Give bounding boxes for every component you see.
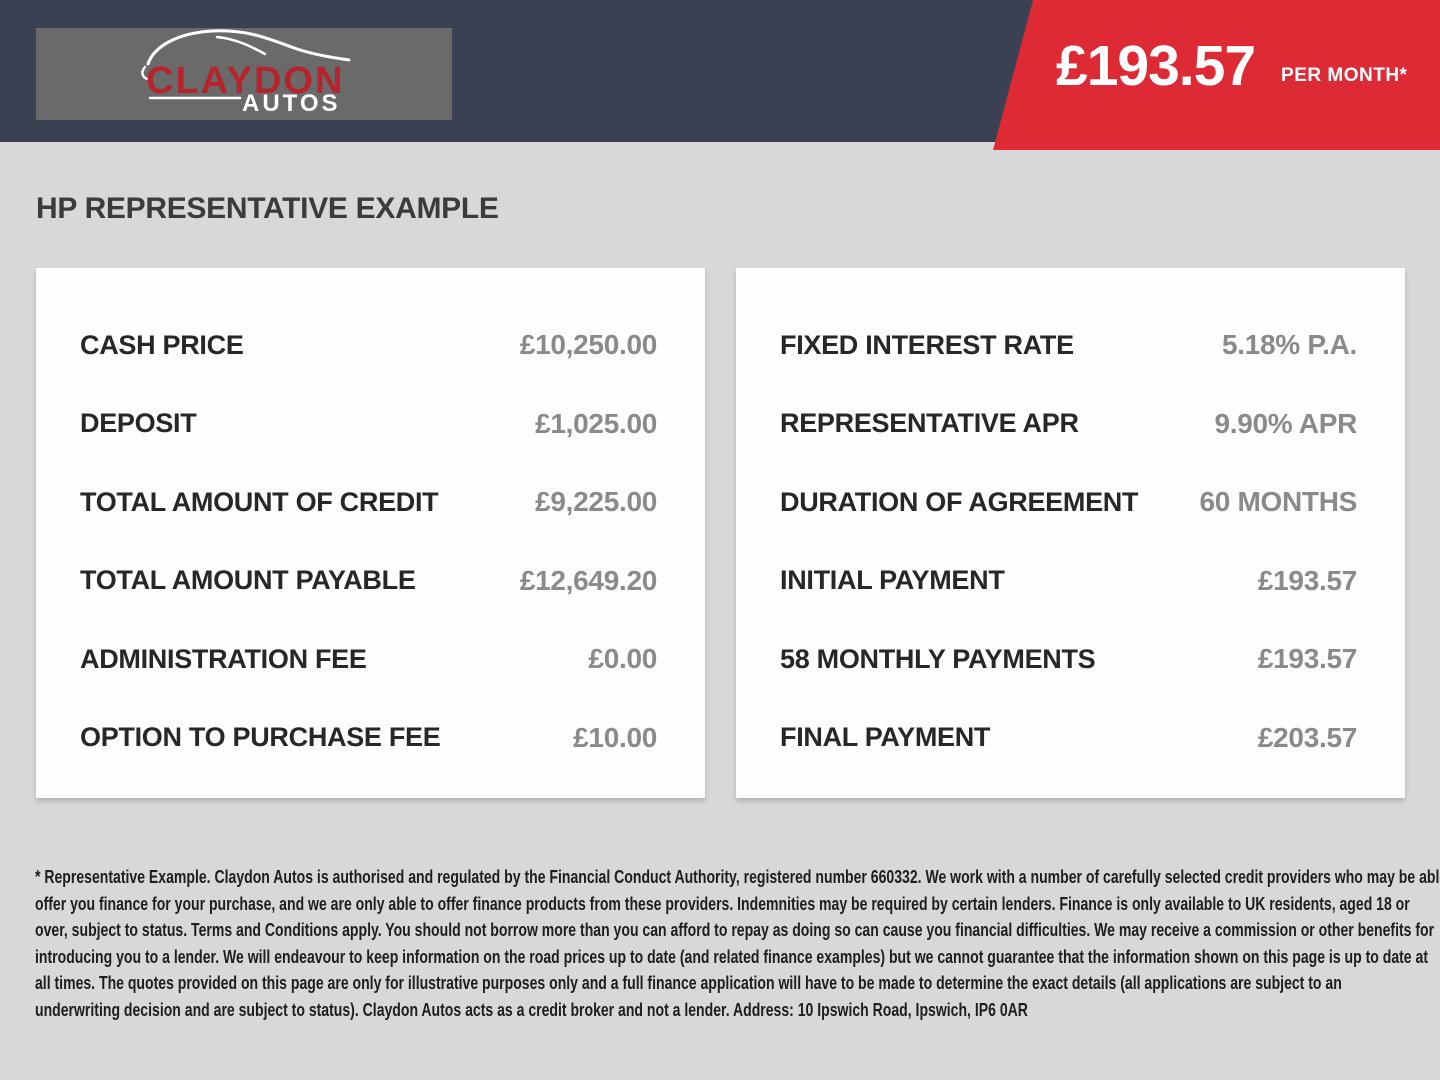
row-label: TOTAL AMOUNT OF CREDIT (80, 486, 439, 517)
row-label: REPRESENTATIVE APR (780, 408, 1079, 439)
page-title: HP REPRESENTATIVE EXAMPLE (36, 192, 499, 225)
row-label: DEPOSIT (80, 408, 197, 439)
table-row: CASH PRICE £10,250.00 (80, 306, 657, 385)
table-row: OPTION TO PURCHASE FEE £10.00 (80, 699, 657, 778)
row-label: ADMINISTRATION FEE (80, 643, 367, 674)
disclaimer-line: * Representative Example. Claydon Autos … (35, 867, 1440, 887)
disclaimer-text: * Representative Example. Claydon Autos … (35, 864, 1440, 1024)
row-value: £12,649.20 (519, 564, 657, 596)
monthly-price-suffix: PER MONTH* (1281, 65, 1408, 86)
row-value: 5.18% P.A. (1221, 329, 1357, 361)
row-value: £1,025.00 (535, 407, 657, 439)
row-label: TOTAL AMOUNT PAYABLE (80, 565, 416, 596)
table-row: ADMINISTRATION FEE £0.00 (80, 620, 657, 699)
table-row: REPRESENTATIVE APR 9.90% APR (780, 385, 1357, 464)
table-row: FIXED INTEREST RATE 5.18% P.A. (780, 306, 1357, 385)
table-row: TOTAL AMOUNT PAYABLE £12,649.20 (80, 542, 657, 621)
finance-panels: CASH PRICE £10,250.00 DEPOSIT £1,025.00 … (36, 268, 1405, 798)
row-value: £203.57 (1257, 721, 1357, 753)
dealer-logo: CLAYDON AUTOS (36, 28, 452, 120)
row-label: INITIAL PAYMENT (780, 565, 1005, 596)
row-label: 58 MONTHLY PAYMENTS (780, 643, 1096, 674)
row-value: £9,225.00 (535, 486, 657, 518)
row-label: FINAL PAYMENT (780, 722, 991, 753)
logo-text-claydon: CLAYDON (146, 60, 344, 102)
disclaimer-line: all times. The quotes provided on this p… (35, 973, 1342, 994)
row-value: £0.00 (588, 643, 657, 675)
table-row: TOTAL AMOUNT OF CREDIT £9,225.00 (80, 463, 657, 542)
disclaimer-line: underwriting decision and are subject to… (35, 999, 1028, 1020)
disclaimer-line: offer you finance for your purchase, and… (35, 893, 1410, 914)
monthly-price-value: £193.57 (1056, 34, 1256, 98)
table-row: DURATION OF AGREEMENT 60 MONTHS (780, 463, 1357, 542)
row-value: £10.00 (573, 721, 657, 753)
table-row: 58 MONTHLY PAYMENTS £193.57 (780, 620, 1357, 699)
disclaimer-line: introducing you to a lender. We will end… (35, 946, 1428, 967)
table-row: DEPOSIT £1,025.00 (80, 385, 657, 464)
row-label: DURATION OF AGREEMENT (780, 486, 1139, 517)
row-value: £193.57 (1257, 564, 1357, 596)
header-red-banner (993, 0, 1440, 150)
monthly-price-banner: £193.57 PER MONTH* (1056, 38, 1407, 95)
logo-text-autos: AUTOS (242, 90, 341, 117)
car-logo-icon: CLAYDON AUTOS (141, 29, 351, 117)
row-value: 9.90% APR (1214, 407, 1357, 439)
table-row: INITIAL PAYMENT £193.57 (780, 542, 1357, 621)
finance-panel-right: FIXED INTEREST RATE 5.18% P.A. REPRESENT… (736, 268, 1405, 798)
header: CLAYDON AUTOS £193.57 PER MONTH* (0, 0, 1440, 150)
row-value: £10,250.00 (519, 329, 657, 361)
row-value: 60 MONTHS (1199, 486, 1357, 518)
row-value: £193.57 (1257, 643, 1357, 675)
row-label: OPTION TO PURCHASE FEE (80, 722, 441, 753)
row-label: FIXED INTEREST RATE (780, 329, 1074, 360)
table-row: FINAL PAYMENT £203.57 (780, 699, 1357, 778)
disclaimer-line: over, subject to status. Terms and Condi… (35, 920, 1435, 941)
finance-panel-left: CASH PRICE £10,250.00 DEPOSIT £1,025.00 … (36, 268, 705, 798)
row-label: CASH PRICE (80, 329, 244, 360)
